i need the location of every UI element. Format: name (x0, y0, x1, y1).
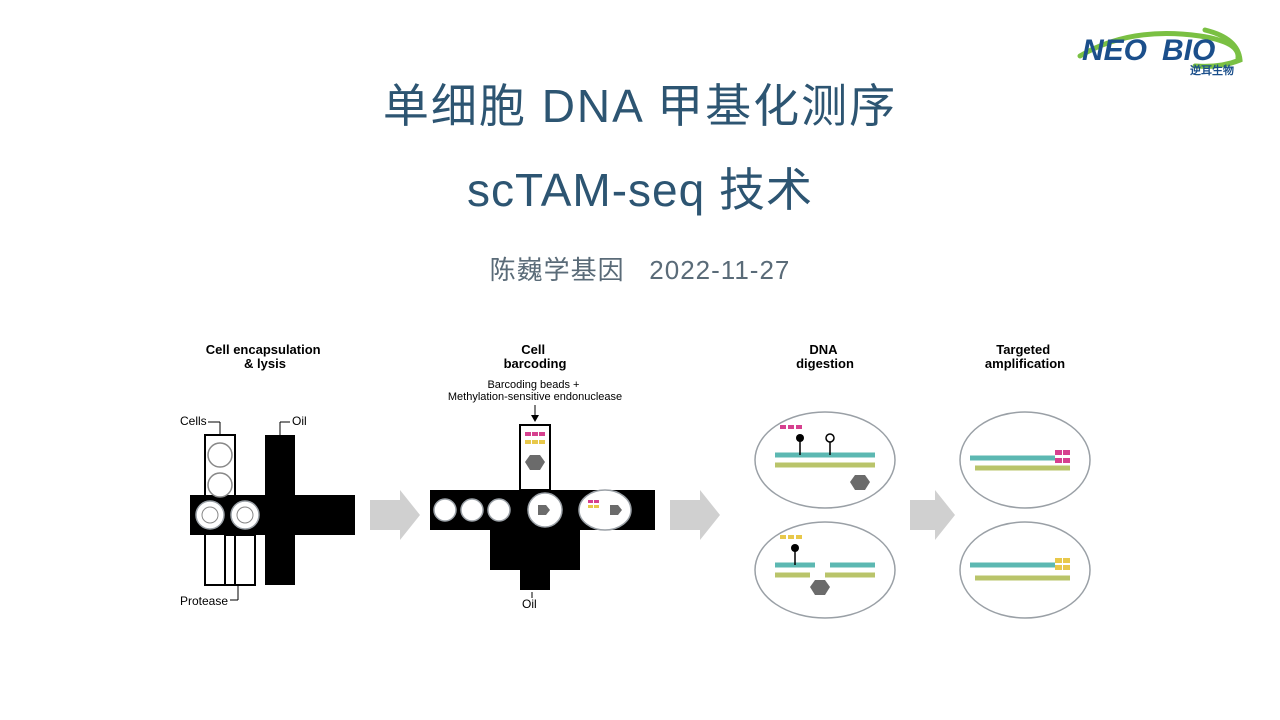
step3-digestion (755, 412, 895, 618)
step2-barcoding: Oil (430, 405, 655, 611)
svg-text:Oil: Oil (522, 597, 537, 611)
subtitle: 陈巍学基因 2022-11-27 (0, 250, 1280, 287)
arrow-3 (910, 490, 955, 540)
brand-logo: NEO BIO 逆耳生物 (1070, 18, 1250, 78)
title-line-2: scTAM-seq 技术 (0, 154, 1280, 220)
workflow-diagram: Cell encapsulation & lysis Cell barcodin… (160, 340, 1120, 680)
date: 2022-11-27 (649, 255, 790, 285)
svg-text:BIO: BIO (1162, 34, 1215, 67)
step3-title: DNA digestion (796, 342, 854, 371)
author: 陈巍学基因 (490, 255, 625, 285)
step4-title: Targeted amplification (985, 342, 1065, 371)
svg-text:Oil: Oil (292, 414, 307, 428)
svg-text:Cells: Cells (180, 414, 207, 428)
step2-sub: Barcoding beads + Methylation-sensitive … (448, 379, 622, 403)
step2-title: Cell barcoding (504, 342, 567, 371)
svg-text:Protease: Protease (180, 594, 228, 608)
arrow-2 (670, 490, 720, 540)
step1-microfluidic: Cells Oil Protease (180, 414, 355, 608)
step4-amplification (960, 412, 1090, 618)
title-line-1: 单细胞 DNA 甲基化测序 (0, 70, 1280, 136)
svg-text:NEO: NEO (1082, 34, 1147, 67)
arrow-1 (370, 490, 420, 540)
svg-text:逆耳生物: 逆耳生物 (1190, 63, 1234, 77)
step1-title: Cell encapsulation & lysis (206, 342, 325, 371)
